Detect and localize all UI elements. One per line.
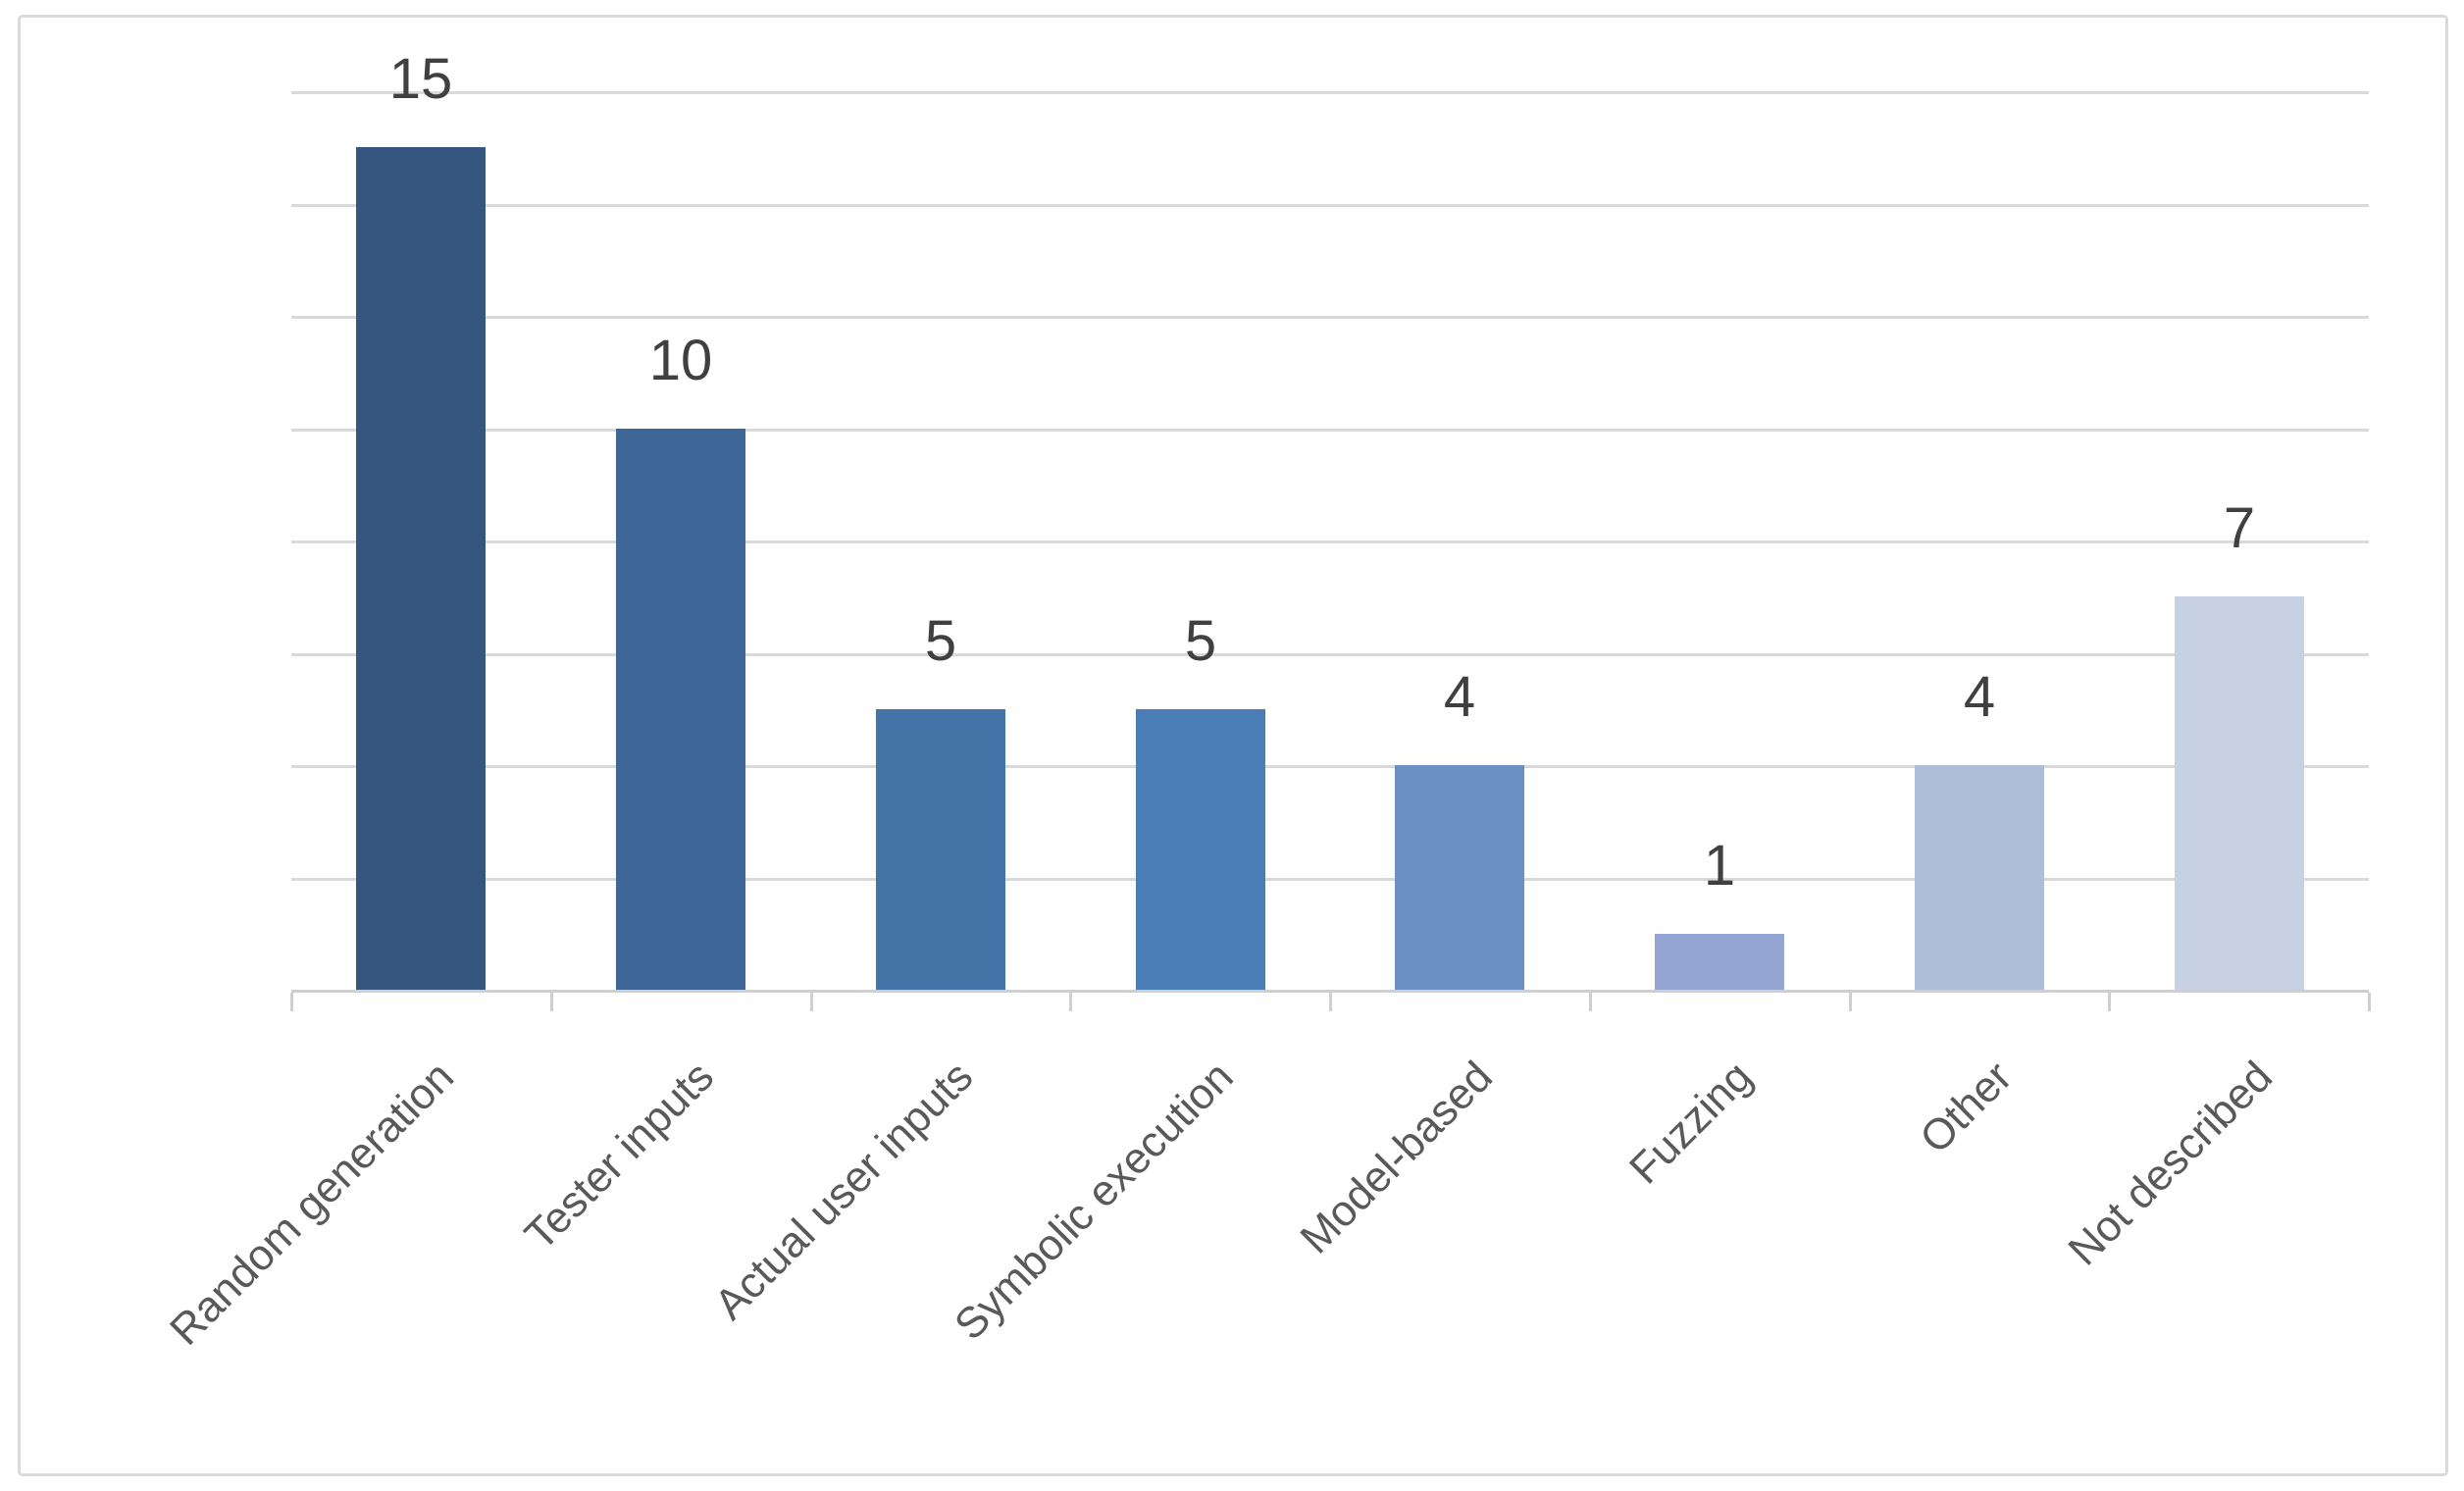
- x-axis-tick: [290, 993, 293, 1011]
- x-axis-tick: [1329, 993, 1332, 1011]
- value-label-fuzzing: 1: [1703, 834, 1736, 898]
- gridline-y-2: [291, 878, 2369, 881]
- value-label-actual-user-inputs: 5: [924, 609, 957, 673]
- bar-symbolic-execution: [1136, 709, 1265, 992]
- bar-tester-inputs: [616, 429, 745, 993]
- x-axis-tick: [810, 993, 813, 1011]
- gridline-y-16: [291, 91, 2369, 94]
- value-label-random-generation: 15: [388, 47, 453, 111]
- bar-other: [1915, 765, 2044, 992]
- bar-not-described: [2175, 596, 2304, 992]
- gridline-y-6: [291, 653, 2369, 656]
- gridline-y-8: [291, 540, 2369, 543]
- gridline-y-10: [291, 429, 2369, 432]
- bar-random-generation: [356, 147, 486, 992]
- value-label-symbolic-execution: 5: [1184, 609, 1217, 673]
- bar-model-based: [1395, 765, 1524, 992]
- value-label-not-described: 7: [2223, 496, 2256, 560]
- bar-fuzzing: [1655, 934, 1784, 992]
- x-axis-tick: [1069, 993, 1072, 1011]
- x-axis-line: [291, 990, 2369, 993]
- x-axis-tick: [1849, 993, 1852, 1011]
- value-label-tester-inputs: 10: [648, 329, 713, 392]
- gridline-y-4: [291, 765, 2369, 768]
- gridline-y-14: [291, 204, 2369, 207]
- value-label-model-based: 4: [1443, 665, 1476, 729]
- gridline-y-12: [291, 316, 2369, 319]
- x-axis-tick: [2108, 993, 2111, 1011]
- bar-actual-user-inputs: [876, 709, 1005, 992]
- x-axis-tick: [550, 993, 553, 1011]
- x-axis-tick: [2368, 993, 2371, 1011]
- value-label-other: 4: [1963, 665, 1996, 729]
- x-axis-tick: [1589, 993, 1592, 1011]
